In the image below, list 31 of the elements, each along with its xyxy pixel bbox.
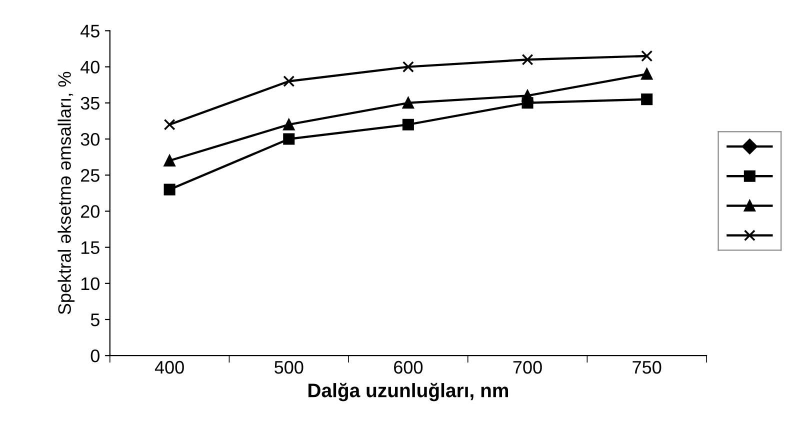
x-tick-label: 600: [394, 360, 423, 374]
x-tick-label: 700: [513, 360, 542, 374]
y-tick-label: 0: [90, 350, 100, 362]
y-tick-label: 25: [81, 169, 100, 182]
point: [402, 61, 414, 73]
point: [402, 97, 414, 109]
point: [641, 94, 653, 106]
point: [164, 154, 176, 166]
x-tick-label: 750: [632, 360, 662, 374]
y-tick-label: 20: [81, 205, 100, 218]
point: [164, 184, 176, 196]
x-tick-label: 400: [154, 360, 184, 374]
y-tick-label: 45: [80, 24, 100, 38]
point: [283, 118, 295, 130]
point: [641, 50, 653, 62]
point: [402, 118, 414, 130]
x-axis-title: Dalğa uzunluğları, nm: [308, 382, 508, 402]
x-tick-label: 500: [274, 360, 304, 374]
point: [164, 118, 176, 130]
y-tick-label: 5: [90, 314, 100, 326]
y-tick-label: 30: [80, 132, 100, 146]
y-axis-title: Spektral əksetmə əmsalları, %: [58, 72, 75, 314]
point: [283, 133, 295, 145]
y-tick-label: 35: [80, 96, 100, 110]
y-tick-label: 15: [81, 241, 100, 254]
point: [522, 90, 534, 102]
point: [641, 68, 653, 80]
y-tick-label: 10: [81, 277, 100, 290]
point: [283, 76, 295, 88]
y-tick-label: 40: [80, 60, 100, 74]
point: [522, 54, 534, 66]
